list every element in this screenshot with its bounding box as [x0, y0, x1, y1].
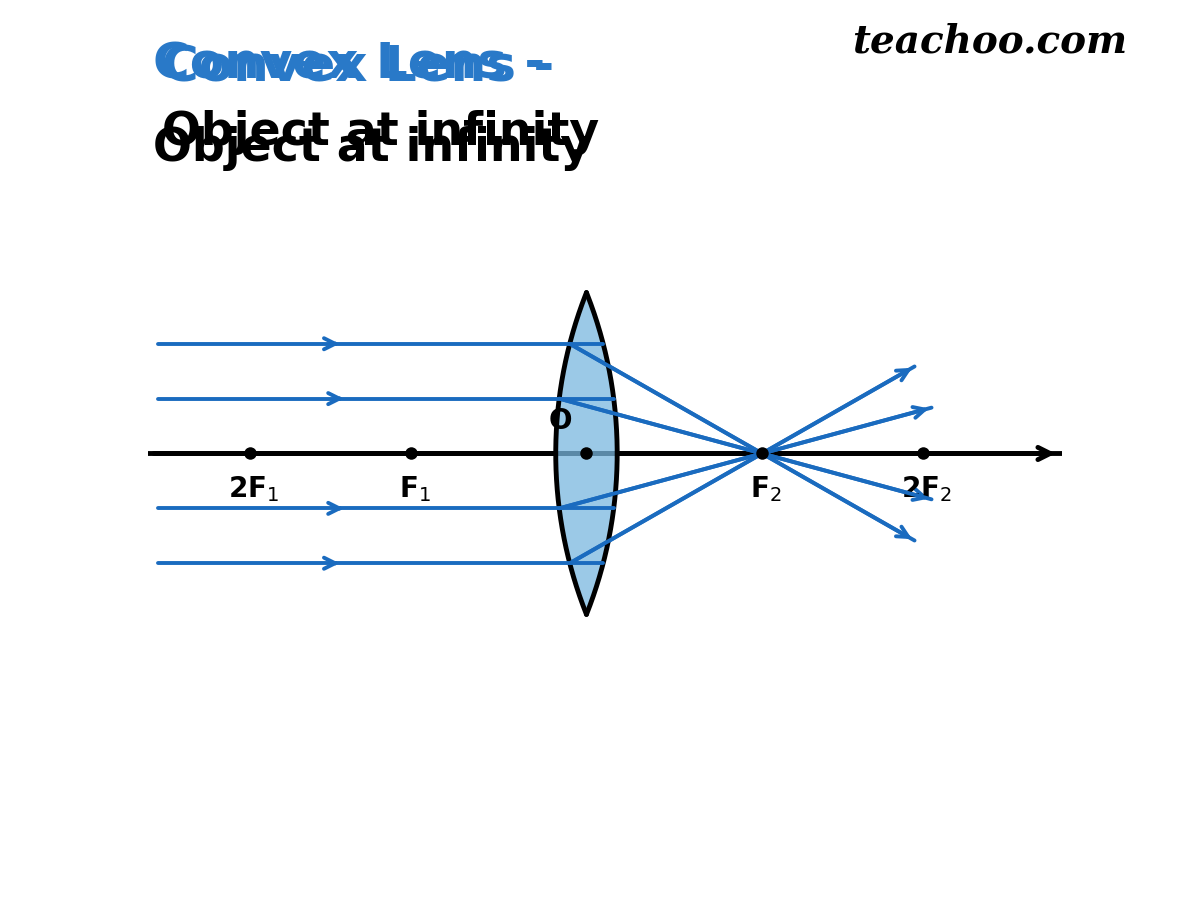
Text: O: O [549, 407, 572, 436]
Text: Convex Lens -: Convex Lens - [162, 44, 555, 92]
Text: F$_2$: F$_2$ [750, 474, 781, 504]
Text: 2F$_2$: 2F$_2$ [902, 474, 952, 504]
Polygon shape [556, 293, 617, 614]
Text: Convex Lens -: Convex Lens - [153, 40, 545, 88]
Text: F$_1$: F$_1$ [399, 474, 431, 504]
Text: Object at infinity: Object at infinity [153, 126, 590, 171]
Text: teachoo.com: teachoo.com [852, 22, 1127, 60]
Text: 2F$_1$: 2F$_1$ [228, 474, 280, 504]
Text: Object at infinity: Object at infinity [162, 110, 599, 154]
